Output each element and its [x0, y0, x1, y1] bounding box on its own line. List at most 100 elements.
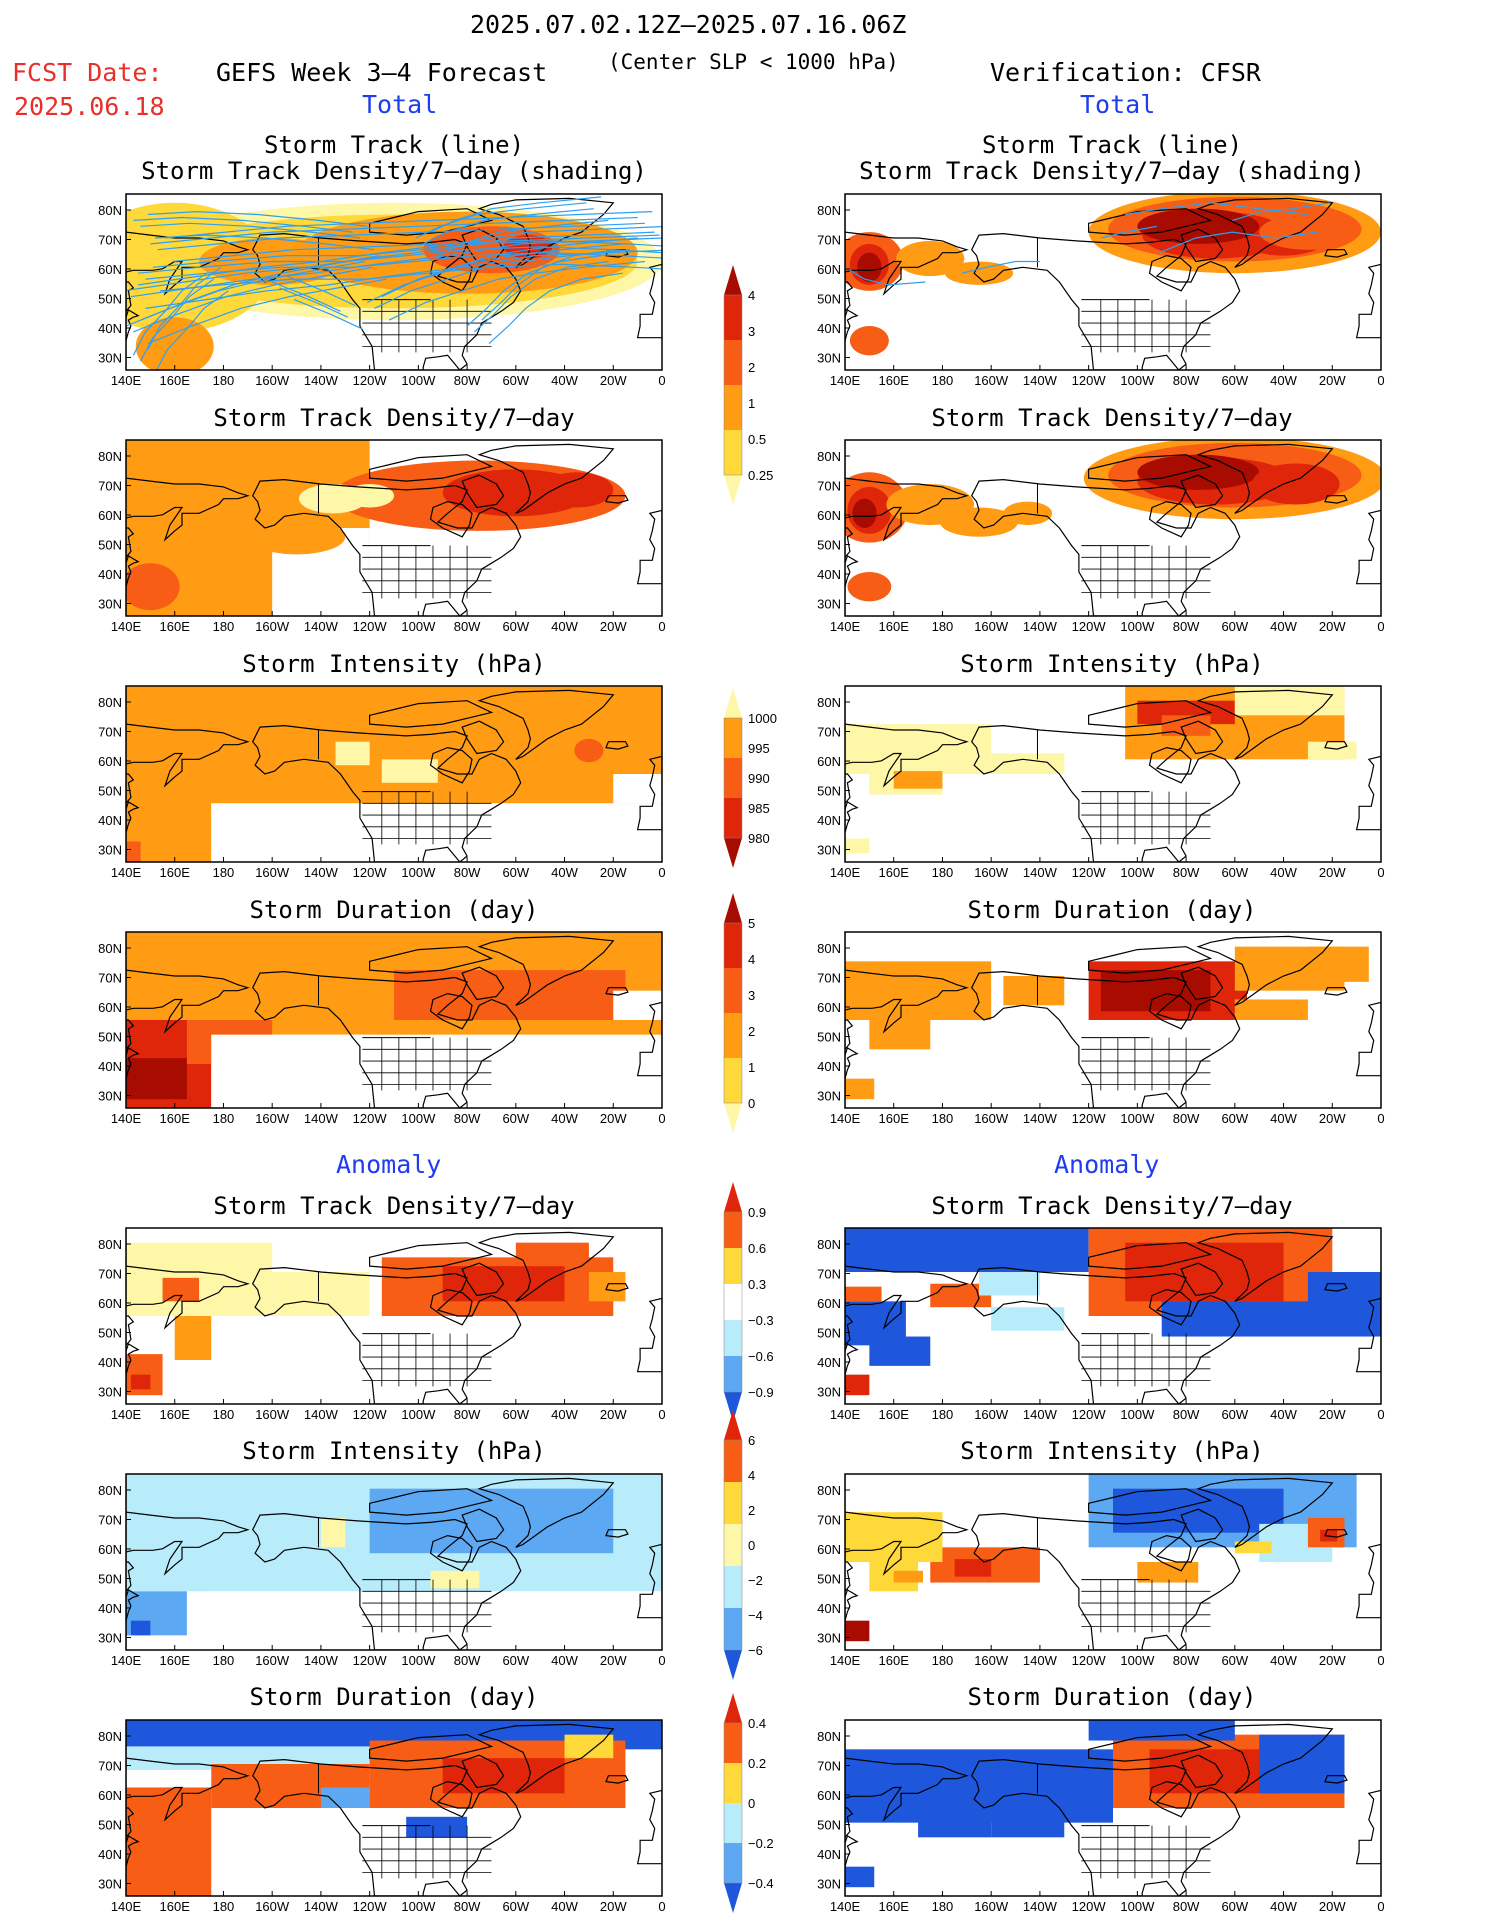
- lon-tick-label: 40W: [551, 373, 578, 388]
- panel-frame: [125, 1473, 663, 1651]
- lat-tick-label: 40N: [817, 1355, 841, 1370]
- lat-tick-label: 30N: [817, 1631, 841, 1646]
- verification-label: Verification: CFSR: [990, 58, 1261, 87]
- lon-tick-label: 40W: [1270, 373, 1297, 388]
- colorbar-label: 995: [748, 741, 770, 756]
- shade-block: [613, 774, 662, 804]
- lon-tick-label: 180: [213, 1407, 235, 1422]
- lon-tick-label: 40W: [551, 1899, 578, 1914]
- lon-tick-label: 60W: [502, 1653, 529, 1668]
- panel-title-6: Storm Intensity (hPa): [960, 650, 1264, 678]
- coastline: [1148, 1534, 1192, 1572]
- storm-track-line: [293, 299, 363, 330]
- panel-frame: [125, 931, 663, 1109]
- coastline: [126, 194, 250, 370]
- lon-tick-label: 160E: [879, 1653, 910, 1668]
- state-borders: [317, 730, 492, 845]
- lon-tick-label: 100W: [401, 1899, 436, 1914]
- colorbar-segment: [724, 968, 742, 1013]
- colorbar-segment: [724, 1803, 742, 1843]
- storm-track-line: [381, 237, 638, 298]
- coastline: [126, 1047, 140, 1080]
- map-panel-4: 140E 160E 180 160W 140W 120W 100W 80W 60W 40W 20W 0…: [817, 439, 1385, 634]
- date-range: 2025.07.02.12Z–2025.07.16.06Z: [470, 10, 907, 39]
- lon-tick-label: 80W: [1173, 1111, 1200, 1126]
- colorbar-label: 5: [748, 916, 755, 931]
- lon-tick-label: 60W: [1221, 1407, 1248, 1422]
- coastline: [605, 1775, 629, 1784]
- colorbar-label: 1: [748, 396, 755, 411]
- total-label-right: Total: [1080, 90, 1156, 119]
- coastline: [1180, 1262, 1224, 1297]
- lon-tick-label: 120W: [1072, 373, 1107, 388]
- colorbar-label: 3: [748, 988, 755, 1003]
- panel-field: [126, 194, 662, 370]
- panel-title-12: Storm Intensity (hPa): [960, 1437, 1264, 1465]
- storm-track-line: [160, 263, 662, 292]
- coastline: [126, 1343, 140, 1376]
- lon-tick-label: 160W: [974, 1111, 1009, 1126]
- panel-field: [126, 1474, 662, 1650]
- colorbar-segment: [724, 798, 742, 838]
- lon-tick-label: 120W: [353, 373, 388, 388]
- lon-tick-label: 180: [932, 1111, 954, 1126]
- lat-tick-label: 70N: [817, 725, 841, 740]
- shade-block: [893, 1570, 923, 1583]
- shade-block: [1088, 1720, 1235, 1741]
- lon-tick-label: 100W: [1120, 1653, 1155, 1668]
- shade-block: [1259, 1734, 1345, 1794]
- coastline: [1088, 1734, 1213, 1762]
- map-panel-8: 140E 160E 180 160W 140W 120W 100W 80W 60W 40W 20W 0…: [817, 931, 1385, 1126]
- lon-tick-label: 180: [213, 373, 235, 388]
- panel-frame: [844, 439, 1382, 617]
- anomaly-label-left: Anomaly: [336, 1150, 442, 1179]
- lon-tick-label: 120W: [353, 1111, 388, 1126]
- storm-track-line: [157, 222, 645, 251]
- lon-tick-label: 160E: [879, 1111, 910, 1126]
- storm-track-line: [388, 260, 645, 321]
- state-borders: [317, 1272, 492, 1387]
- lat-tick-label: 70N: [98, 1267, 122, 1282]
- lon-tick-label: 160E: [160, 373, 191, 388]
- lon-tick-label: 20W: [1319, 1407, 1346, 1422]
- lon-tick-label: 160W: [255, 619, 290, 634]
- storm-track-line: [271, 281, 341, 312]
- coastline: [845, 1589, 859, 1622]
- panel-title-2a: Storm Track (line): [981, 131, 1243, 159]
- coastline: [1355, 755, 1381, 831]
- storm-track-line: [164, 211, 653, 239]
- panel-title-7: Storm Duration (day): [249, 896, 539, 924]
- lon-tick-label: 100W: [1120, 1111, 1155, 1126]
- state-borders: [1036, 1518, 1211, 1633]
- lon-tick-label: 120W: [1072, 1899, 1107, 1914]
- map-panel-2: 140E 160E 180 160W 140W 120W 100W 80W 60W 40W 20W 0…: [817, 193, 1385, 388]
- lat-tick-label: 70N: [817, 233, 841, 248]
- colorbar-segment: [724, 1524, 742, 1566]
- panel-frame: [844, 1227, 1382, 1405]
- coastline: [636, 1543, 662, 1619]
- lat-tick-label: 60N: [98, 508, 122, 523]
- coastline: [1180, 966, 1224, 1001]
- shade-block: [126, 686, 662, 804]
- coastline: [429, 1288, 473, 1326]
- panel-field: [845, 1228, 1381, 1404]
- coastline: [369, 1242, 494, 1270]
- lat-tick-label: 30N: [817, 597, 841, 612]
- shade-block: [564, 1734, 614, 1759]
- lat-tick-label: 50N: [98, 1818, 122, 1833]
- lat-tick-label: 40N: [98, 1355, 122, 1370]
- lon-tick-label: 180: [213, 1899, 235, 1914]
- panel-frame: [125, 1227, 663, 1405]
- lon-tick-label: 160E: [879, 373, 910, 388]
- shade-block: [991, 753, 1065, 774]
- lon-tick-label: 60W: [1221, 865, 1248, 880]
- shade-blob: [135, 317, 214, 370]
- lon-tick-label: 160E: [160, 619, 191, 634]
- shade-blob: [940, 507, 1018, 537]
- colorbar-bottom-arrow: [724, 1650, 742, 1680]
- map-panel-3: 140E 160E 180 160W 140W 120W 100W 80W 60W 40W 20W 0…: [98, 439, 666, 634]
- lon-tick-label: 0: [658, 865, 665, 880]
- lon-tick-label: 60W: [502, 373, 529, 388]
- storm-track-line: [133, 266, 373, 333]
- colorbar-label: 980: [748, 831, 770, 846]
